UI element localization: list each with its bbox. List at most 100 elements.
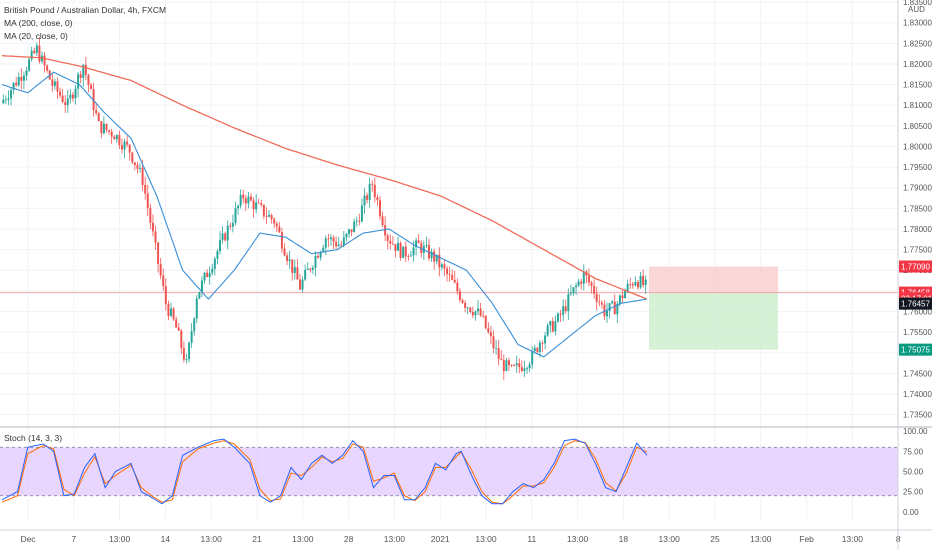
candle-body — [299, 279, 301, 290]
candle-body — [466, 307, 469, 309]
price-badge — [899, 297, 932, 310]
candle-body — [515, 363, 518, 366]
candle-body — [603, 304, 606, 317]
candle-body — [265, 216, 268, 217]
candle-body — [43, 55, 46, 66]
price-axis-label: 1.75500 — [903, 328, 932, 337]
candle-body — [193, 318, 196, 332]
candle-body — [376, 197, 379, 201]
candle-body — [115, 135, 118, 140]
candle-body — [461, 300, 464, 303]
candle-body — [464, 302, 467, 309]
candle-body — [335, 241, 338, 247]
candle-body — [188, 342, 191, 360]
time-axis-label: 25 — [710, 534, 720, 544]
ma200-legend[interactable]: MA (200, close, 0) — [4, 18, 73, 28]
candle-body — [428, 244, 430, 259]
candle-body — [61, 95, 64, 103]
candle-body — [477, 308, 479, 312]
candle-body — [216, 251, 219, 259]
candle-body — [108, 130, 111, 132]
price-axis-label: 1.73500 — [903, 411, 932, 420]
candle-body — [66, 98, 69, 106]
stoch-legend[interactable]: Stoch (14, 3, 3) — [4, 433, 63, 443]
candle-body — [611, 301, 614, 304]
candle-body — [451, 274, 454, 280]
candle-body — [175, 319, 178, 328]
candle-body — [291, 259, 294, 273]
price-badge-label: 1.75075 — [901, 346, 930, 355]
candle-body — [453, 279, 456, 283]
candle-body — [446, 268, 449, 275]
candle-body — [631, 284, 634, 286]
stoch-k-line — [1, 438, 648, 505]
price-axis-label: 1.76000 — [903, 307, 932, 316]
price-axis-label: 1.78500 — [903, 204, 932, 213]
candle-body — [283, 248, 286, 256]
candle-body — [128, 144, 131, 153]
candle-body — [82, 64, 85, 78]
candle-body — [118, 135, 121, 146]
price-axis-label: 1.78000 — [903, 225, 932, 234]
candle-body — [559, 313, 562, 315]
candle-body — [257, 202, 260, 204]
candle-body — [526, 368, 529, 369]
candle-body — [606, 310, 608, 317]
candle-body — [97, 113, 100, 122]
price-badge-label: 1.76457 — [901, 300, 930, 309]
candle-body — [317, 256, 320, 258]
time-axis-label: 13:00 — [109, 534, 131, 544]
candle-body — [280, 232, 283, 249]
candle-body — [368, 183, 371, 200]
candle-body — [621, 295, 624, 299]
candle-body — [507, 360, 510, 366]
candle-body — [28, 59, 31, 71]
candle-body — [164, 286, 167, 305]
candle-body — [286, 255, 289, 262]
candle-body — [381, 216, 384, 226]
candle-body — [474, 311, 477, 316]
candle-body — [314, 256, 317, 268]
candle-body — [624, 291, 627, 299]
candle-body — [513, 365, 516, 367]
candle-body — [546, 325, 549, 336]
candle-body — [371, 183, 374, 185]
candle-body — [237, 205, 240, 209]
candle-body — [386, 235, 389, 241]
candle-body — [79, 74, 82, 78]
candle-body — [59, 91, 62, 96]
candle-body — [438, 254, 441, 268]
candle-body — [221, 233, 224, 240]
candle-body — [12, 82, 15, 90]
candle-body — [177, 327, 180, 331]
candle-body — [397, 242, 400, 251]
candle-body — [255, 202, 258, 210]
candle-body — [136, 164, 139, 169]
candle-body — [151, 222, 154, 232]
candle-body — [575, 285, 578, 288]
candle-body — [415, 240, 418, 248]
candle-body — [572, 287, 575, 294]
candle-body — [252, 200, 255, 210]
candle-body — [373, 184, 376, 198]
ma20-line — [1, 71, 648, 358]
stoch-axis-label: 100.00 — [903, 427, 928, 436]
symbol-legend[interactable]: British Pound / Australian Dollar, 4h, F… — [4, 5, 167, 15]
candle-body — [213, 258, 216, 269]
candle-body — [123, 141, 126, 150]
candle-body — [435, 254, 438, 262]
candle-body — [642, 275, 645, 286]
candle-body — [582, 271, 585, 284]
price-badge — [899, 343, 932, 356]
candle-body — [275, 223, 278, 227]
position-zones[interactable] — [0, 266, 898, 350]
candle-body — [350, 229, 353, 233]
candle-body — [458, 291, 461, 301]
price-badge — [899, 260, 932, 273]
candle-body — [309, 268, 312, 270]
ma20-legend[interactable]: MA (20, close, 0) — [4, 31, 68, 41]
candle-body — [182, 348, 185, 360]
candle-body — [523, 368, 526, 371]
price-axis-label: 1.77500 — [903, 246, 932, 255]
